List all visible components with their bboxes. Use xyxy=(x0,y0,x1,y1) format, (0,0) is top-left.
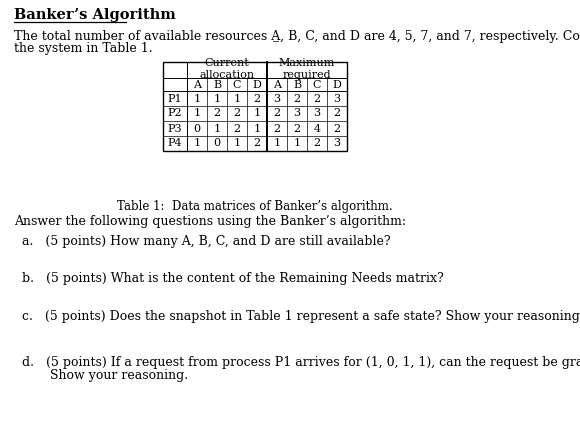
Text: 4: 4 xyxy=(313,124,321,133)
Text: P4: P4 xyxy=(168,139,182,148)
Text: 3: 3 xyxy=(334,139,340,148)
Text: 2: 2 xyxy=(293,94,300,103)
Text: 1: 1 xyxy=(273,139,281,148)
Text: 1: 1 xyxy=(194,94,201,103)
Text: 1: 1 xyxy=(253,124,260,133)
Text: A: A xyxy=(273,79,281,90)
Bar xyxy=(163,62,347,151)
Text: 0: 0 xyxy=(213,139,220,148)
Text: b.   (5 points) What is the content of the Remaining Needs matrix?: b. (5 points) What is the content of the… xyxy=(22,272,444,285)
Text: c.   (5 points) Does the snapshot in Table 1 represent a safe state? Show your r: c. (5 points) Does the snapshot in Table… xyxy=(22,310,580,323)
Text: 1: 1 xyxy=(213,94,220,103)
Text: a.   (5 points) How many A, B, C, and D are still available?: a. (5 points) How many A, B, C, and D ar… xyxy=(22,235,390,248)
Text: 2: 2 xyxy=(334,109,340,118)
Text: B: B xyxy=(293,79,301,90)
Text: 2: 2 xyxy=(253,94,260,103)
Text: B: B xyxy=(213,79,221,90)
Text: Banker’s Algorithm: Banker’s Algorithm xyxy=(14,8,176,22)
Text: D: D xyxy=(252,79,262,90)
Text: 3: 3 xyxy=(313,109,321,118)
Text: 2: 2 xyxy=(313,139,321,148)
Text: the system in Table 1.: the system in Table 1. xyxy=(14,42,153,55)
Text: 1: 1 xyxy=(194,139,201,148)
Text: 1: 1 xyxy=(233,139,241,148)
Text: 1: 1 xyxy=(213,124,220,133)
Text: D: D xyxy=(332,79,342,90)
Text: C: C xyxy=(313,79,321,90)
Text: 2: 2 xyxy=(233,124,241,133)
Text: 3: 3 xyxy=(273,94,281,103)
Text: A: A xyxy=(193,79,201,90)
Text: C: C xyxy=(233,79,241,90)
Text: P2: P2 xyxy=(168,109,182,118)
Text: 1: 1 xyxy=(233,94,241,103)
Text: d.   (5 points) If a request from process P1 arrives for (1, 0, 1, 1), can the r: d. (5 points) If a request from process … xyxy=(22,356,580,369)
Text: 2: 2 xyxy=(273,124,281,133)
Text: 2: 2 xyxy=(213,109,220,118)
Text: 1: 1 xyxy=(293,139,300,148)
Text: P1: P1 xyxy=(168,94,182,103)
Text: 3: 3 xyxy=(293,109,300,118)
Text: 2: 2 xyxy=(313,94,321,103)
Text: 2: 2 xyxy=(253,139,260,148)
Text: 2: 2 xyxy=(293,124,300,133)
Text: 1: 1 xyxy=(253,109,260,118)
Text: 3: 3 xyxy=(334,94,340,103)
Text: Maximum
required: Maximum required xyxy=(279,58,335,80)
Text: P3: P3 xyxy=(168,124,182,133)
Text: 2: 2 xyxy=(334,124,340,133)
Text: Current
allocation: Current allocation xyxy=(200,58,255,80)
Text: The total number of available resources A, B, C, and D are 4, 5, 7, and 7, respe: The total number of available resources … xyxy=(14,30,580,43)
Text: 1: 1 xyxy=(194,109,201,118)
Text: 2: 2 xyxy=(233,109,241,118)
Text: Show your reasoning.: Show your reasoning. xyxy=(22,369,188,382)
Text: Answer the following questions using the Banker’s algorithm:: Answer the following questions using the… xyxy=(14,215,406,228)
Text: Table 1:  Data matrices of Banker’s algorithm.: Table 1: Data matrices of Banker’s algor… xyxy=(117,200,393,213)
Text: 0: 0 xyxy=(194,124,201,133)
Text: 2: 2 xyxy=(273,109,281,118)
